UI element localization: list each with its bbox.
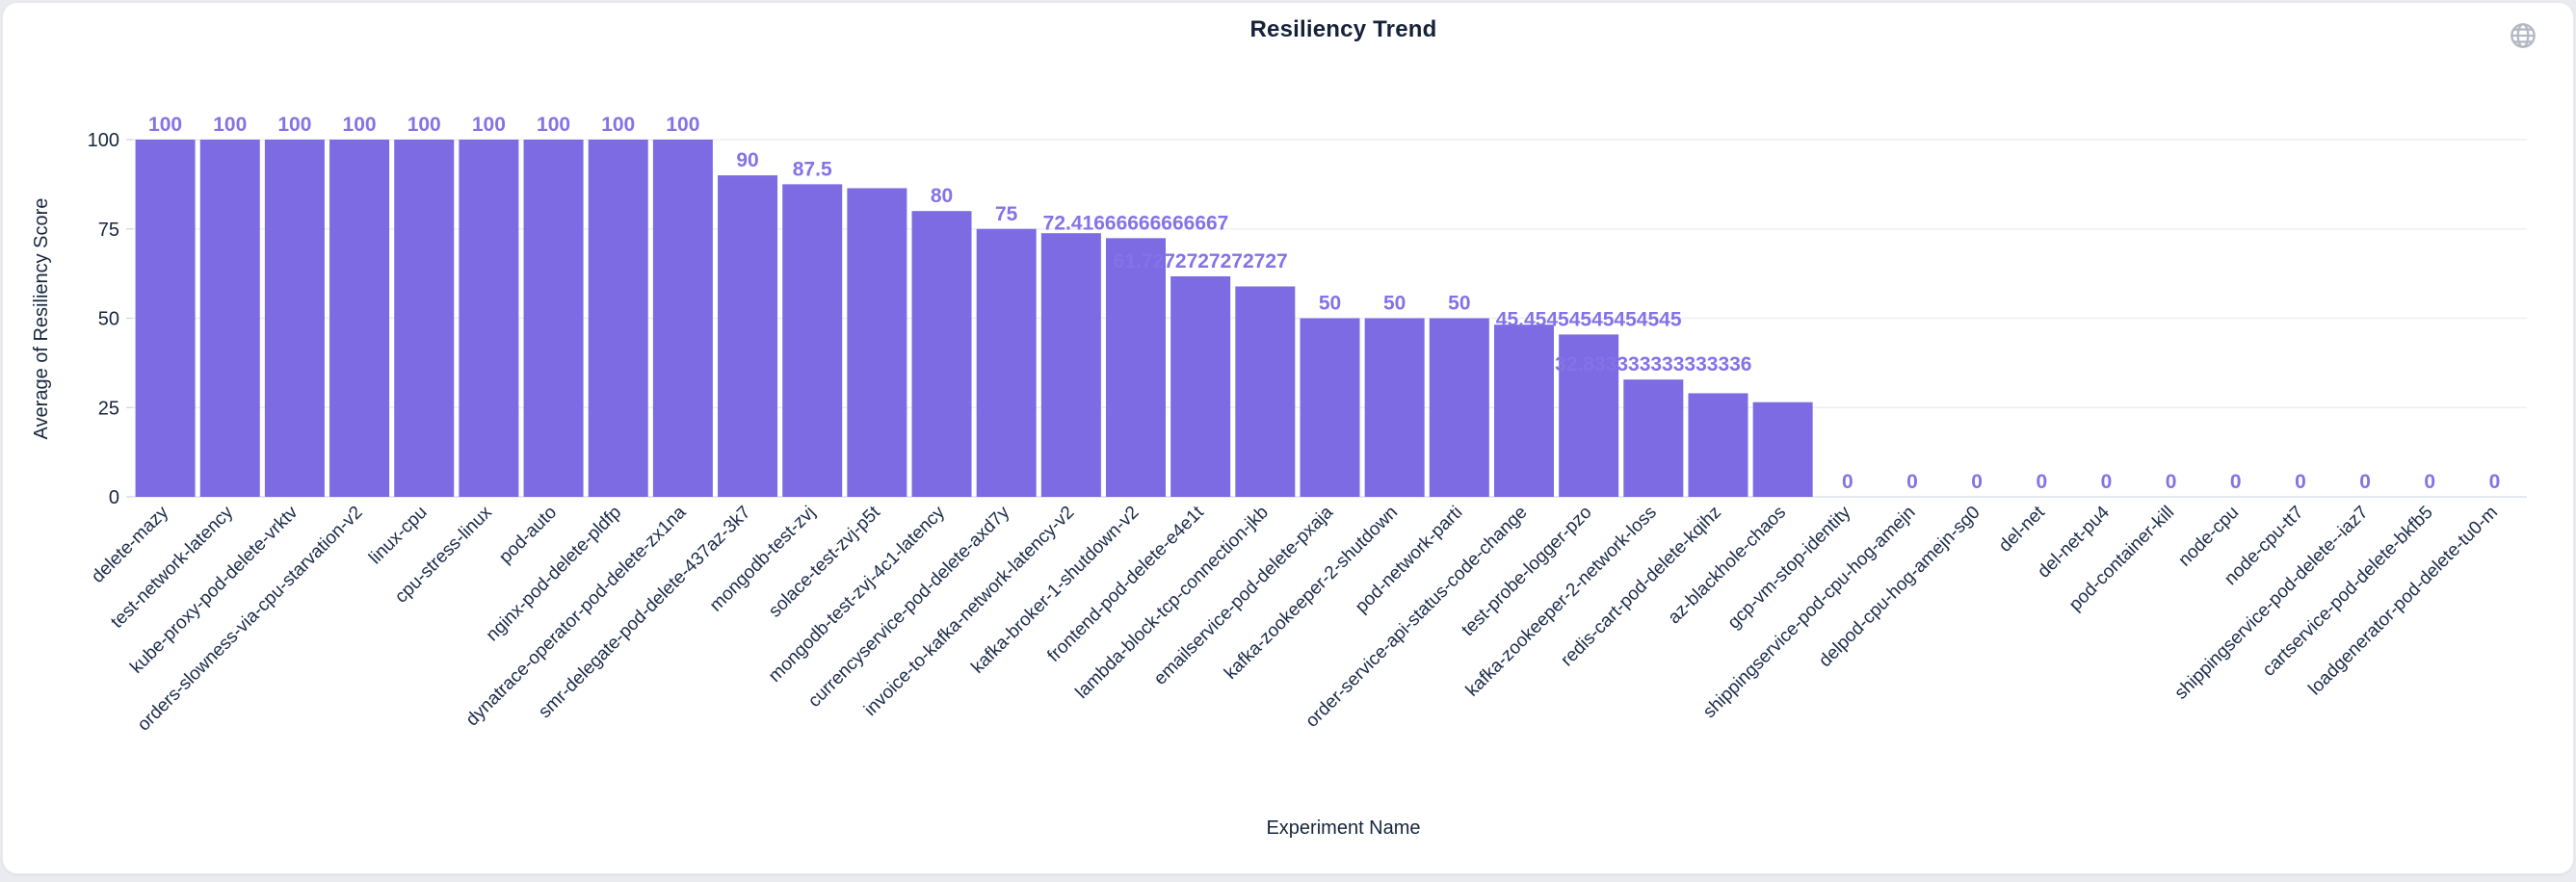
y-tick-label: 100 [88, 130, 119, 151]
bar-value-label: 0 [2230, 471, 2242, 493]
bar[interactable] [459, 140, 519, 497]
y-tick-label: 50 [98, 309, 119, 330]
bar[interactable] [329, 140, 390, 497]
bar[interactable] [847, 188, 907, 497]
bar[interactable] [588, 140, 648, 497]
bar-value-label: 45.45454545454545 [1496, 308, 1682, 330]
bar-value-label: 100 [472, 114, 506, 136]
x-category-label: pod-network-parti [1352, 503, 1466, 617]
bar[interactable] [1106, 238, 1167, 497]
bar-value-label: 90 [736, 149, 758, 171]
bar-value-label: 0 [2036, 471, 2047, 493]
bar-value-label: 0 [2359, 471, 2371, 493]
bar-value-label: 75 [995, 203, 1018, 225]
bar-value-label: 100 [601, 114, 635, 136]
bar-value-label: 0 [2295, 471, 2306, 493]
x-category-label: solace-test-zvj-p5t [765, 502, 884, 621]
bar[interactable] [1364, 318, 1425, 498]
bar[interactable] [264, 140, 325, 497]
bar[interactable] [1688, 393, 1748, 497]
bar-value-label: 0 [2489, 471, 2501, 493]
bar-value-label: 61.7272727272727 [1114, 250, 1288, 272]
y-tick-label: 75 [98, 220, 119, 241]
x-category-label: pod-auto [495, 503, 561, 568]
x-category-label: test-network-latency [107, 502, 237, 632]
bar[interactable] [1300, 318, 1360, 498]
x-category-label: gcp-vm-stop-identity [1724, 502, 1855, 633]
bar[interactable] [911, 211, 972, 497]
chart-title: Resiliency Trend [1249, 16, 1437, 42]
bar-value-label: 0 [1971, 471, 1983, 493]
bar[interactable] [394, 140, 455, 497]
y-tick-label: 0 [109, 487, 119, 508]
bar-value-label: 50 [1383, 293, 1406, 315]
bar[interactable] [199, 140, 260, 497]
bar-value-label: 100 [213, 114, 247, 136]
bar-value-label: 80 [931, 185, 953, 207]
bar[interactable] [976, 228, 1037, 497]
bar[interactable] [1752, 402, 1813, 497]
bar[interactable] [1559, 334, 1619, 497]
x-category-label: linux-cpu [365, 503, 432, 569]
bar-value-label: 0 [1906, 471, 1918, 493]
y-tick-label: 25 [98, 398, 119, 419]
bar[interactable] [718, 175, 778, 497]
bar-value-label: 32.833333333333336 [1555, 353, 1751, 376]
bar[interactable] [1623, 379, 1684, 497]
x-category-label: test-probe-logger-pzo [1458, 503, 1595, 640]
globe-icon[interactable] [2510, 22, 2537, 49]
bar-value-label: 87.5 [793, 158, 832, 180]
bar-value-label: 72.41666666666667 [1043, 212, 1229, 234]
x-axis-title: Experiment Name [1266, 817, 1421, 839]
bar-value-label: 100 [343, 114, 377, 136]
bar[interactable] [1170, 275, 1231, 497]
bar[interactable] [1493, 324, 1554, 497]
bar[interactable] [782, 184, 843, 497]
bar-value-label: 100 [148, 114, 182, 136]
bar-chart-plot: 0255075100100delete-mazy100test-network-… [88, 114, 2527, 736]
bar[interactable] [1040, 233, 1101, 497]
bar[interactable] [1429, 318, 1489, 498]
bar-value-label: 100 [537, 114, 570, 136]
bar[interactable] [1235, 286, 1296, 497]
bar-value-label: 100 [407, 114, 441, 136]
x-category-label: az-blackhole-chaos [1665, 503, 1791, 629]
bar[interactable] [135, 140, 196, 497]
bar[interactable] [523, 140, 584, 497]
bar-value-label: 100 [277, 114, 311, 136]
x-category-label: del-net [1995, 502, 2049, 556]
bar-value-label: 50 [1319, 293, 1341, 315]
bar[interactable] [652, 140, 713, 497]
x-category-label: orders-slowness-via-cpu-starvation-v2 [134, 503, 367, 736]
bar-value-label: 50 [1448, 293, 1470, 315]
bar-value-label: 0 [1842, 471, 1853, 493]
x-category-label: node-cpu [2174, 503, 2243, 571]
bar-value-label: 100 [666, 114, 699, 136]
bar-value-label: 0 [2166, 471, 2177, 493]
bar-value-label: 0 [2424, 471, 2435, 493]
bar-value-label: 0 [2101, 471, 2113, 493]
